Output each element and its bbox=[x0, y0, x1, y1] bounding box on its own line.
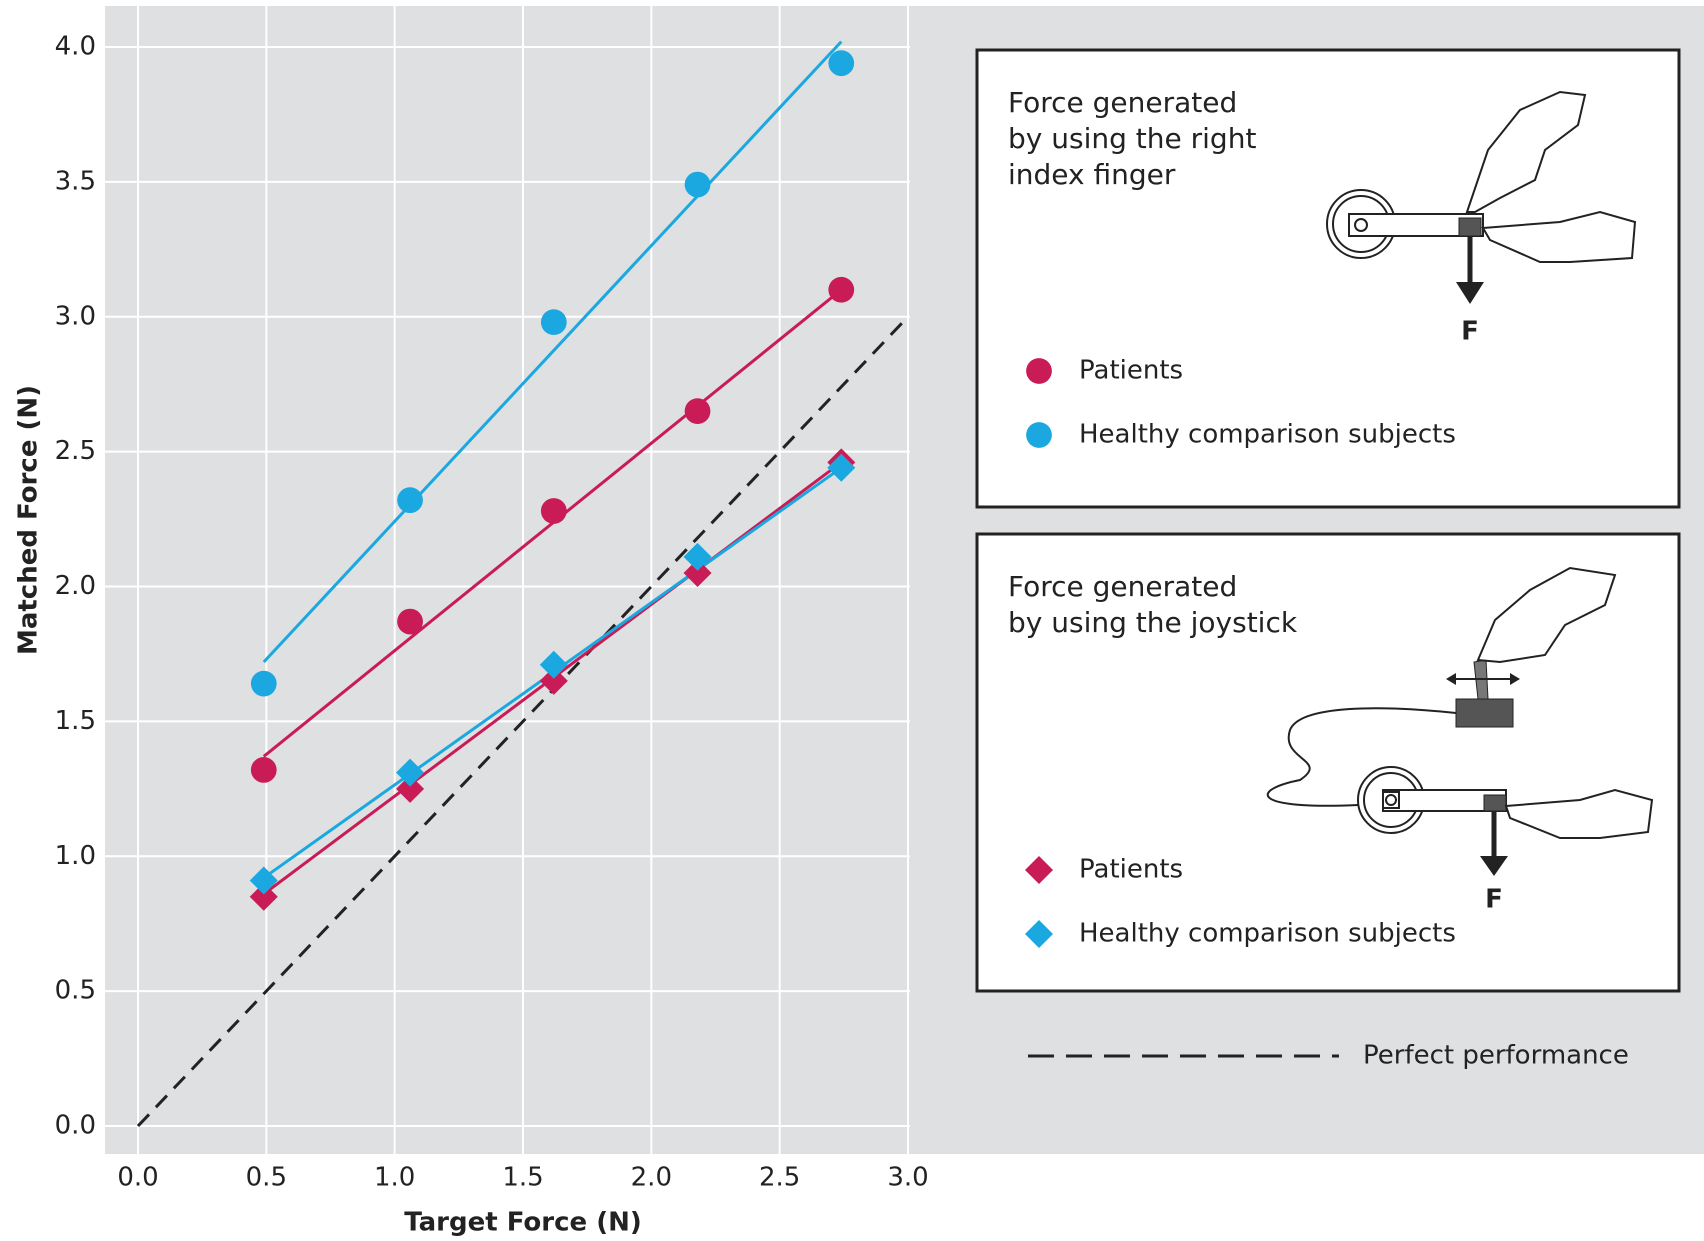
legend-title: Force generated bbox=[1008, 86, 1237, 119]
diamond-marker bbox=[539, 650, 568, 679]
diamond-marker bbox=[827, 453, 856, 482]
x-tick-label: 3.0 bbox=[887, 1163, 928, 1193]
legend-label: Healthy comparison subjects bbox=[1079, 919, 1456, 949]
legend-label: Patients bbox=[1079, 356, 1183, 386]
circle-marker bbox=[397, 487, 423, 514]
x-tick-label: 1.0 bbox=[374, 1163, 415, 1193]
circle-marker bbox=[250, 670, 277, 697]
illustration-finger bbox=[1326, 90, 1637, 304]
legend-label: Perfect performance bbox=[1363, 1041, 1629, 1071]
x-tick-label: 2.5 bbox=[759, 1163, 800, 1193]
circle-marker bbox=[1026, 358, 1052, 384]
y-tick-label: 3.0 bbox=[55, 301, 96, 331]
y-tick-label: 1.0 bbox=[55, 841, 96, 871]
marks bbox=[136, 40, 910, 1128]
illustration-label: F bbox=[1461, 317, 1479, 347]
diamond-marker bbox=[249, 866, 278, 895]
x-tick-label: 0.5 bbox=[246, 1163, 287, 1193]
circle-marker bbox=[828, 276, 855, 303]
legend-title: Force generated bbox=[1008, 570, 1237, 603]
circle-marker bbox=[250, 757, 277, 783]
y-tick-label: 2.0 bbox=[55, 571, 96, 601]
y-tick-label: 2.5 bbox=[55, 436, 96, 466]
y-tick-label: 3.5 bbox=[55, 166, 96, 196]
diamond-marker bbox=[396, 774, 425, 803]
grid bbox=[105, 6, 910, 1154]
diamond-marker bbox=[683, 559, 712, 588]
y-tick-label: 0.5 bbox=[55, 976, 96, 1006]
x-tick-label: 1.5 bbox=[502, 1163, 543, 1193]
diamond-marker bbox=[683, 542, 712, 571]
x-tick-label: 2.0 bbox=[631, 1163, 672, 1193]
diamond-marker bbox=[539, 666, 568, 695]
y-tick-label: 0.0 bbox=[55, 1111, 96, 1141]
circle-marker bbox=[1026, 422, 1052, 448]
x-tick-label: 0.0 bbox=[117, 1163, 158, 1193]
diamond-marker bbox=[249, 882, 278, 911]
x-axis-title: Target Force (N) bbox=[404, 1208, 642, 1238]
legend-title: by using the right bbox=[1008, 122, 1256, 155]
y-tick-label: 4.0 bbox=[55, 32, 96, 62]
illustration-joystick bbox=[1266, 566, 1654, 876]
circle-marker bbox=[540, 498, 567, 524]
legend-label: Patients bbox=[1079, 855, 1183, 885]
diamond-marker bbox=[1025, 856, 1053, 884]
circle-marker bbox=[828, 50, 855, 77]
circle-marker bbox=[397, 608, 423, 635]
legend-title: index finger bbox=[1008, 158, 1176, 191]
fit-line bbox=[262, 40, 843, 664]
legend-label: Healthy comparison subjects bbox=[1079, 420, 1456, 450]
y-tick-label: 1.5 bbox=[55, 706, 96, 736]
reference-line bbox=[136, 315, 910, 1128]
illustration-label: F bbox=[1485, 885, 1503, 915]
circle-marker bbox=[540, 309, 567, 336]
y-axis-title: Matched Force (N) bbox=[14, 385, 44, 655]
circle-marker bbox=[684, 171, 711, 198]
diamond-marker bbox=[396, 758, 425, 787]
diamond-marker bbox=[1025, 920, 1053, 948]
legend-title: by using the joystick bbox=[1008, 606, 1298, 639]
circle-marker bbox=[684, 398, 711, 425]
